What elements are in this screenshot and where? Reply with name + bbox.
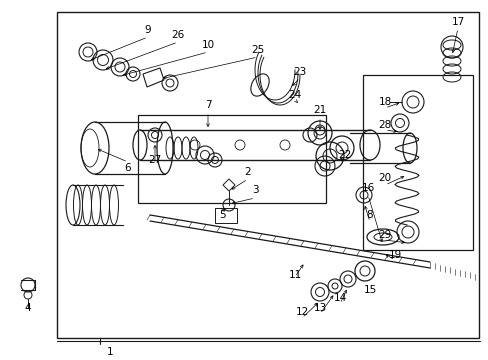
Text: 3: 3: [251, 185, 258, 195]
Bar: [138, 115, 325, 203]
Text: 2: 2: [244, 167, 251, 177]
Text: 9: 9: [144, 25, 151, 35]
Text: 26: 26: [171, 30, 184, 40]
Text: 23: 23: [293, 67, 306, 77]
Text: 12: 12: [295, 307, 308, 317]
Text: 21: 21: [313, 105, 326, 115]
Bar: [57, 12, 478, 338]
Text: 20: 20: [378, 173, 391, 183]
Text: 27: 27: [148, 155, 162, 165]
Text: 16: 16: [361, 183, 374, 193]
Text: 1: 1: [106, 347, 113, 357]
Text: 29: 29: [378, 230, 391, 240]
Text: 10: 10: [201, 40, 214, 50]
Text: 14: 14: [333, 293, 346, 303]
Text: 24: 24: [288, 90, 301, 100]
Text: 19: 19: [387, 250, 401, 260]
Text: 4: 4: [24, 303, 31, 313]
Text: 11: 11: [288, 270, 301, 280]
Text: 6: 6: [124, 163, 131, 173]
Text: 22: 22: [338, 150, 351, 160]
Text: 5: 5: [218, 210, 225, 220]
Text: 8: 8: [366, 210, 372, 220]
Text: 15: 15: [363, 285, 376, 295]
Text: 18: 18: [378, 97, 391, 107]
Bar: [362, 75, 472, 250]
Text: 7: 7: [204, 100, 211, 110]
Bar: [215, 208, 237, 223]
Text: 25: 25: [251, 45, 264, 55]
Text: 13: 13: [313, 303, 326, 313]
Text: 28: 28: [378, 120, 391, 130]
Text: 17: 17: [450, 17, 464, 27]
